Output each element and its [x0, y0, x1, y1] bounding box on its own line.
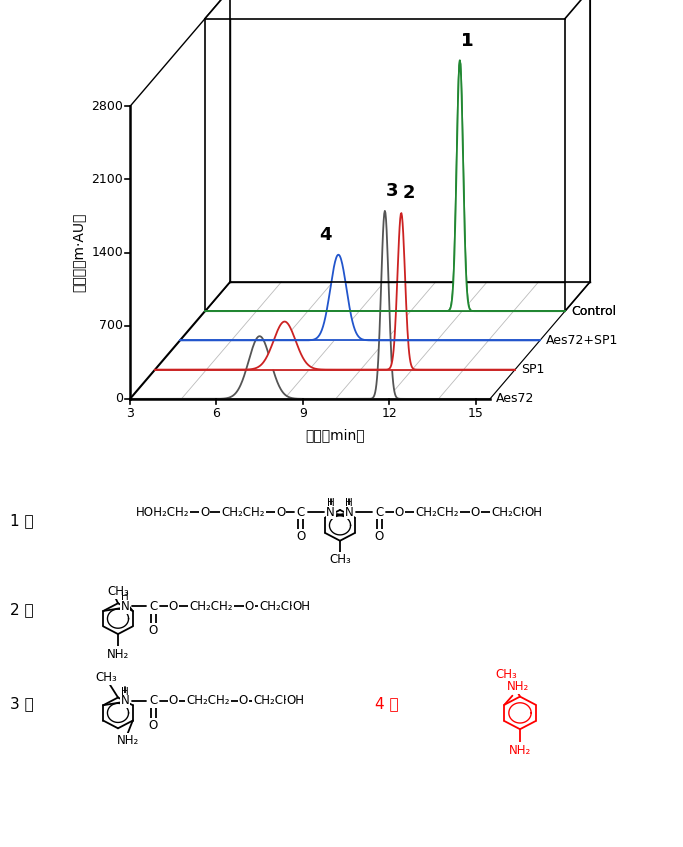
Text: 3: 3: [386, 182, 398, 201]
Text: C: C: [375, 506, 383, 518]
Text: 6: 6: [212, 407, 221, 420]
Text: O: O: [169, 600, 178, 613]
Text: C: C: [296, 506, 305, 518]
Text: 1: 1: [461, 32, 473, 50]
Text: CH₂CH₂: CH₂CH₂: [260, 600, 303, 613]
Text: C: C: [149, 695, 157, 707]
Polygon shape: [205, 0, 590, 19]
Text: 时间（min）: 时间（min）: [305, 429, 365, 443]
Text: N: N: [121, 695, 130, 707]
Text: CH₃: CH₃: [495, 668, 517, 681]
Text: 4 为: 4 为: [375, 696, 399, 711]
Text: Control: Control: [571, 305, 617, 318]
Text: C: C: [149, 600, 157, 613]
Text: CH₃: CH₃: [329, 553, 351, 567]
Text: CH₂CH₂: CH₂CH₂: [145, 506, 189, 518]
Text: 3: 3: [126, 407, 134, 420]
Text: O: O: [375, 530, 384, 543]
Text: O: O: [245, 600, 254, 613]
Text: 15: 15: [468, 407, 484, 420]
Text: Control: Control: [571, 305, 617, 318]
Text: NH₂: NH₂: [107, 647, 129, 661]
Text: N: N: [121, 600, 130, 613]
Text: O: O: [149, 718, 158, 732]
Polygon shape: [205, 0, 230, 311]
Polygon shape: [155, 213, 515, 369]
Text: 峰面积（m·AU）: 峰面积（m·AU）: [71, 213, 85, 292]
Text: CH₂CH₂: CH₂CH₂: [189, 600, 233, 613]
Text: CH₂CH₂: CH₂CH₂: [186, 695, 230, 707]
Text: 700: 700: [99, 319, 123, 332]
Text: 1400: 1400: [92, 246, 123, 259]
Text: O: O: [200, 506, 210, 518]
Text: CH₃: CH₃: [108, 584, 130, 597]
Text: 2: 2: [402, 185, 415, 202]
Text: CH₃: CH₃: [95, 671, 117, 684]
Text: O: O: [296, 530, 305, 543]
Text: CH₂CH₂: CH₂CH₂: [253, 695, 297, 707]
Polygon shape: [205, 60, 565, 311]
Text: 3 为: 3 为: [10, 696, 33, 711]
Text: OH: OH: [292, 600, 310, 613]
Text: H: H: [327, 498, 335, 508]
Text: Aes72+SP1: Aes72+SP1: [546, 334, 619, 347]
Text: Aes72: Aes72: [497, 392, 535, 406]
Text: N: N: [345, 506, 354, 518]
Text: 4: 4: [319, 226, 332, 244]
Text: NH₂: NH₂: [117, 734, 139, 747]
Polygon shape: [205, 60, 565, 311]
Polygon shape: [130, 211, 490, 399]
Text: 9: 9: [299, 407, 307, 420]
Text: SP1: SP1: [521, 363, 545, 376]
Text: OH: OH: [525, 506, 542, 518]
Text: N: N: [326, 506, 335, 518]
Text: H: H: [346, 498, 353, 508]
Text: 2800: 2800: [91, 100, 123, 113]
Text: O: O: [149, 624, 158, 638]
Polygon shape: [565, 0, 590, 311]
Text: 12: 12: [381, 407, 397, 420]
Text: H: H: [122, 687, 129, 696]
Text: O: O: [395, 506, 404, 518]
Text: O: O: [471, 506, 480, 518]
Text: CH₂CH₂: CH₂CH₂: [221, 506, 264, 518]
Text: 1: 1: [461, 32, 473, 50]
Text: OH: OH: [286, 695, 305, 707]
Text: H: H: [122, 592, 129, 602]
Text: O: O: [238, 695, 248, 707]
Text: O: O: [169, 695, 178, 707]
Text: NH₂: NH₂: [507, 680, 529, 693]
Text: CH₂CH₂: CH₂CH₂: [492, 506, 535, 518]
Text: HO: HO: [136, 506, 154, 518]
Text: O: O: [276, 506, 285, 518]
Text: 2100: 2100: [92, 173, 123, 186]
Polygon shape: [180, 255, 540, 340]
Text: 1 为: 1 为: [10, 513, 33, 529]
Text: 0: 0: [115, 392, 123, 406]
Text: NH₂: NH₂: [509, 744, 531, 756]
Text: 2 为: 2 为: [10, 602, 33, 617]
Text: CH₂CH₂: CH₂CH₂: [415, 506, 459, 518]
